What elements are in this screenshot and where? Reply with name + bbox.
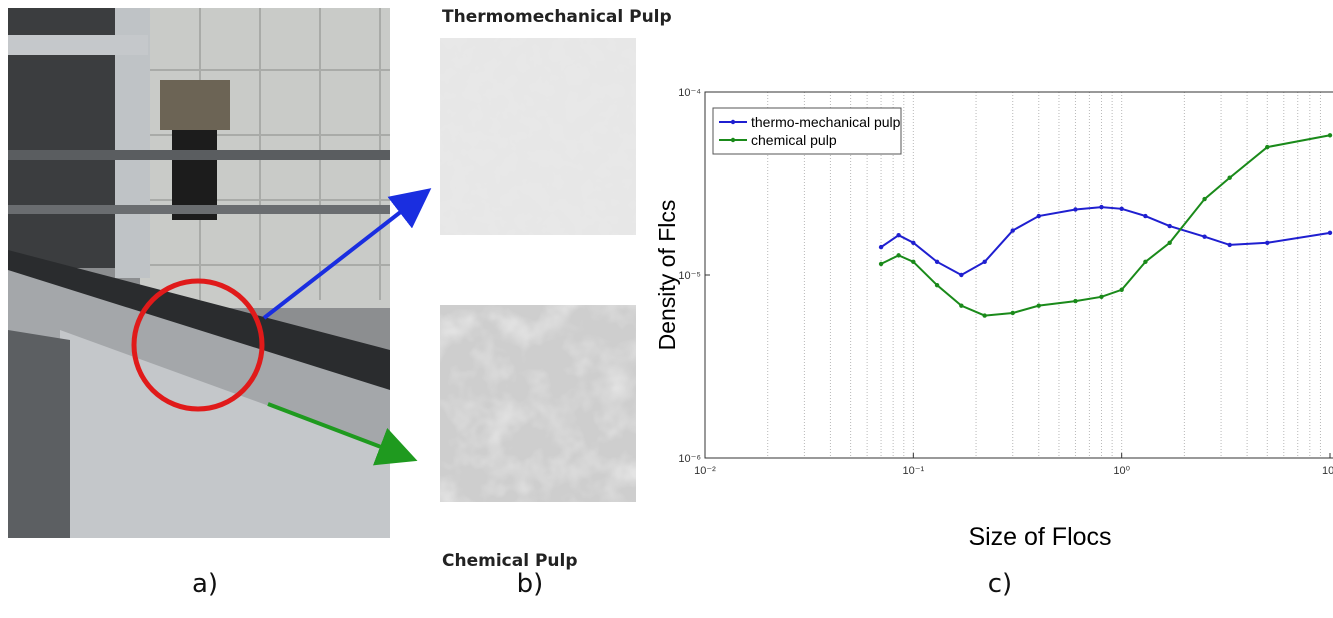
data-point <box>1119 288 1123 292</box>
data-point <box>1328 133 1332 137</box>
y-tick-label: 10⁻⁵ <box>678 270 701 282</box>
data-point <box>1037 303 1041 307</box>
data-point <box>879 262 883 266</box>
caption: Thermomechanical Pulp <box>442 7 672 27</box>
y-tick-label: 10⁻⁴ <box>678 87 701 99</box>
texture-image <box>440 38 636 235</box>
y-axis-label: Density of Flcs <box>654 200 680 351</box>
data-line <box>881 135 1330 315</box>
data-point <box>959 303 963 307</box>
legend: thermo-mechanical pulp chemical pulp <box>713 108 901 154</box>
data-point <box>879 245 883 249</box>
legend-label: chemical pulp <box>751 132 837 148</box>
figure: Thermomechanical Pulp Chemical Pulp a) b… <box>0 0 1333 618</box>
data-point <box>1265 145 1269 149</box>
data-point <box>1227 176 1231 180</box>
panel-label: b) <box>517 569 544 599</box>
data-point <box>896 233 900 237</box>
data-point <box>1265 241 1269 245</box>
data-point <box>1167 241 1171 245</box>
data-line <box>881 207 1330 275</box>
x-axis-label: Size of Flocs <box>968 523 1111 551</box>
data-point <box>959 273 963 277</box>
y-tick-label: 10⁻⁶ <box>678 453 701 465</box>
legend-swatch <box>731 138 735 142</box>
data-point <box>1099 205 1103 209</box>
data-point <box>1073 299 1077 303</box>
legend-label: thermo-mechanical pulp <box>751 114 901 130</box>
data-point <box>1119 207 1123 211</box>
caption: Chemical Pulp <box>442 551 578 571</box>
data-point <box>1011 228 1015 232</box>
data-point <box>911 241 915 245</box>
data-point <box>1073 207 1077 211</box>
data-point <box>1037 214 1041 218</box>
data-point <box>1202 197 1206 201</box>
data-point <box>935 283 939 287</box>
data-point <box>1143 260 1147 264</box>
x-tick-label: 10⁻¹ <box>902 465 924 477</box>
data-point <box>896 253 900 257</box>
x-tick-label: 10⁰ <box>1113 465 1130 477</box>
x-tick-label: 10⁻² <box>694 465 716 477</box>
data-point <box>1011 311 1015 315</box>
data-point <box>1227 243 1231 247</box>
data-point <box>935 260 939 264</box>
data-point <box>1099 295 1103 299</box>
data-point <box>1167 224 1171 228</box>
legend-swatch <box>731 120 735 124</box>
data-point <box>1143 214 1147 218</box>
panel-label: c) <box>988 569 1012 599</box>
data-point <box>1202 234 1206 238</box>
data-point <box>1328 231 1332 235</box>
panel-label: a) <box>192 569 218 599</box>
data-point <box>982 260 986 264</box>
data-point <box>911 260 915 264</box>
texture-image <box>440 305 636 502</box>
photo <box>8 8 390 538</box>
x-tick-label: 10¹ <box>1322 465 1333 477</box>
chart: 10⁻² 10⁻¹ 10⁰ 10¹ 10⁻⁶ 10⁻⁵ 10⁻⁴ Size of Flocs D… <box>654 87 1333 551</box>
data-point <box>982 313 986 317</box>
